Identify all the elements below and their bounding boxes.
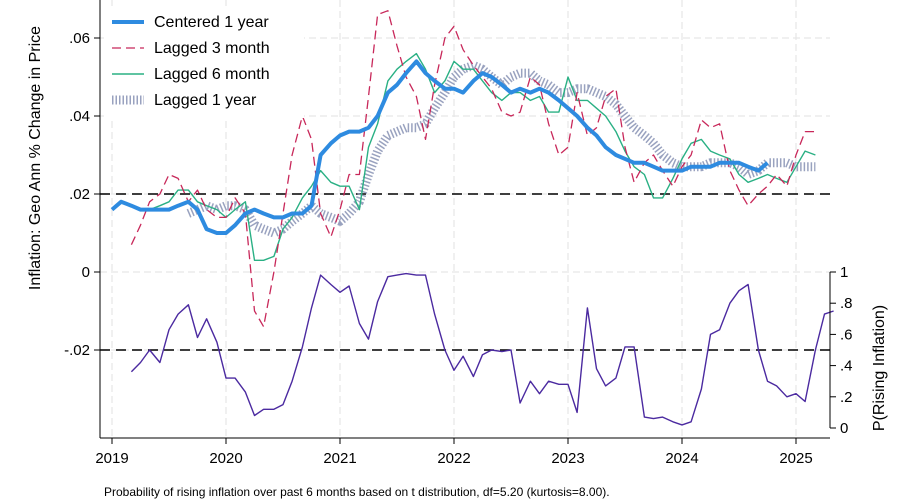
y-right-tick-label: .4 — [840, 358, 853, 375]
x-tick-label: 2025 — [779, 450, 812, 467]
series-line-lagged-6-month — [149, 52, 816, 261]
series-line-p-rising-inflation — [130, 272, 834, 426]
x-tick-label: 2021 — [323, 450, 356, 467]
y-right-tick-label: .6 — [840, 326, 853, 343]
y-left-tick-label: .06 — [69, 30, 90, 47]
legend-label: Lagged 6 month — [154, 66, 270, 83]
x-tick-label: 2020 — [209, 450, 242, 467]
x-tick-label: 2022 — [437, 450, 470, 467]
legend: Centered 1 year Lagged 3 month Lagged 6 mo… — [104, 6, 304, 118]
y-right-tick-label: .2 — [840, 389, 853, 406]
legend-label: Lagged 3 month — [154, 40, 270, 57]
y-left-tick-label: .02 — [69, 186, 90, 203]
y-left-tick-label: -.02 — [64, 342, 90, 359]
axes: 2019 2020 2021 2022 2023 2024 2025 .06 .04 .02 0 -.… — [64, 0, 853, 467]
x-tick-label: 2024 — [665, 450, 698, 467]
y-axis-right-title: P(Rising Inflation) — [871, 305, 888, 431]
y-left-tick-label: 0 — [82, 264, 90, 281]
legend-label: Lagged 1 year — [154, 92, 257, 109]
series-line-lagged-1-year — [186, 60, 816, 238]
y-right-tick-label: 0 — [840, 420, 848, 437]
y-right-tick-label: 1 — [840, 264, 848, 281]
x-tick-label: 2023 — [551, 450, 584, 467]
legend-label: Centered 1 year — [154, 14, 269, 31]
series-line-centered-1-year — [110, 59, 769, 235]
y-axis-left-title: Inflation: Geo Ann % Change in Price — [27, 26, 44, 290]
footnote: Probability of rising inflation over pas… — [104, 485, 610, 499]
series-layer — [110, 10, 834, 426]
y-left-tick-label: .04 — [69, 108, 90, 125]
y-right-tick-label: .8 — [840, 295, 853, 312]
x-tick-label: 2019 — [95, 450, 128, 467]
